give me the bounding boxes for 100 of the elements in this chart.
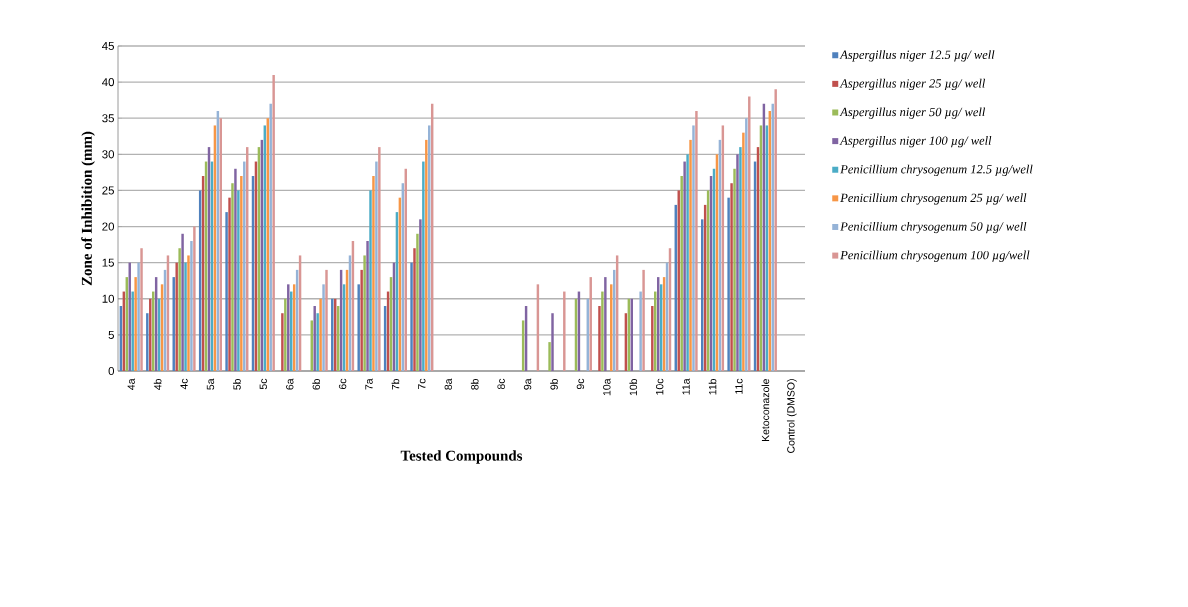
x-tick-label: 9c	[576, 378, 585, 390]
x-tick-label: 11a	[682, 378, 690, 395]
x-tick-label: 9a	[523, 378, 532, 390]
y-tick-label: 5	[108, 330, 114, 339]
bar	[736, 154, 739, 371]
y-tick-label: 30	[102, 150, 115, 159]
bar	[281, 313, 284, 371]
y-tick-label: 45	[102, 42, 114, 50]
bar	[237, 190, 240, 371]
x-tick-label: 7c	[418, 378, 426, 390]
bar	[727, 197, 730, 371]
x-tick-label: 4b	[153, 378, 162, 390]
bar	[231, 183, 234, 371]
x-tick-label: 10b	[629, 378, 638, 396]
bar	[733, 168, 736, 371]
x-tick-label: 4a	[127, 378, 135, 390]
bar	[146, 313, 149, 371]
bar	[360, 269, 363, 371]
bar	[598, 306, 601, 371]
bar	[425, 139, 428, 371]
x-tick-label: 8c	[497, 378, 505, 390]
legend-label: Penicillium chrysogenum 12.5 µg/well	[840, 164, 1033, 176]
x-tick-label: 5b	[233, 378, 241, 390]
bar	[692, 125, 695, 371]
bar	[683, 161, 686, 371]
legend-label: Aspergillus niger 12.5 µg/ well	[839, 50, 995, 62]
bar	[604, 277, 607, 371]
y-tick-label: 10	[102, 294, 115, 303]
x-tick-label: 10c	[655, 378, 664, 395]
bar	[193, 226, 196, 371]
x-tick-label: 5a	[206, 378, 215, 390]
x-tick-label: 11c	[735, 378, 743, 394]
bar	[181, 233, 184, 371]
bar	[601, 291, 604, 371]
x-tick-label: 10a	[603, 378, 611, 396]
bar	[422, 161, 425, 371]
bar	[563, 291, 566, 371]
bar	[639, 291, 642, 371]
y-tick-label: 40	[102, 78, 115, 87]
bar	[774, 89, 777, 371]
bar	[357, 284, 360, 371]
bar	[190, 241, 193, 371]
bar	[416, 233, 419, 371]
y-tick-label: 35	[102, 114, 114, 123]
bar	[642, 269, 645, 371]
x-tick-label: 8a	[444, 378, 452, 390]
bar	[413, 248, 416, 371]
bar	[313, 306, 316, 371]
bar	[131, 291, 134, 371]
y-tick-label: 15	[102, 258, 114, 267]
bar	[187, 255, 190, 371]
x-tick-label: 8b	[470, 378, 479, 390]
bar	[378, 147, 381, 371]
x-tick-label: Ketoconazole	[761, 379, 770, 442]
bar	[322, 284, 325, 371]
legend-label: Penicillium chrysogenum 25 µg/ well	[840, 193, 1027, 205]
bar	[272, 74, 275, 371]
bar	[372, 176, 375, 371]
bar	[680, 176, 683, 371]
bar	[366, 241, 369, 371]
bar	[316, 313, 319, 371]
bar	[651, 306, 654, 371]
legend-label: Aspergillus niger 50 µg/ well	[839, 107, 986, 119]
legend-label: Penicillium chrysogenum 100 µg/well	[840, 250, 1030, 262]
bar	[695, 111, 698, 371]
bar	[269, 103, 272, 371]
x-tick-label: 4c	[180, 378, 188, 390]
bar	[240, 176, 243, 371]
x-tick-label: 6c	[338, 378, 347, 390]
bar	[325, 269, 328, 371]
x-axis-title: Tested Compounds	[400, 450, 523, 464]
legend-label: Penicillium chrysogenum 50 µg/ well	[840, 221, 1027, 234]
bar	[745, 118, 748, 371]
bar	[287, 284, 290, 371]
bar	[184, 262, 187, 371]
bar	[686, 154, 689, 371]
x-tick-label: 9b	[550, 378, 558, 390]
bar	[548, 342, 551, 371]
x-tick-label: 5c	[259, 378, 267, 390]
y-tick-label: 20	[102, 222, 115, 231]
bar	[140, 248, 143, 371]
x-tick-label: Control (DMSO)	[786, 379, 797, 453]
bar	[228, 197, 231, 371]
legend-label: Aspergillus niger 25 µg/ well	[839, 78, 986, 91]
bar	[689, 139, 692, 371]
bar	[178, 248, 181, 371]
bar	[419, 219, 422, 371]
bar	[284, 298, 287, 371]
bar	[551, 313, 554, 371]
bar	[225, 212, 228, 371]
legend-label: Aspergillus niger 100 µg/ well	[839, 136, 992, 148]
y-tick-label: 0	[108, 366, 115, 376]
bar	[319, 298, 322, 371]
bar	[375, 161, 378, 371]
bar	[134, 277, 137, 371]
x-tick-label: 7b	[391, 378, 400, 390]
bar	[363, 255, 366, 371]
bar	[137, 262, 140, 371]
bar	[369, 190, 372, 371]
bar	[748, 96, 751, 371]
